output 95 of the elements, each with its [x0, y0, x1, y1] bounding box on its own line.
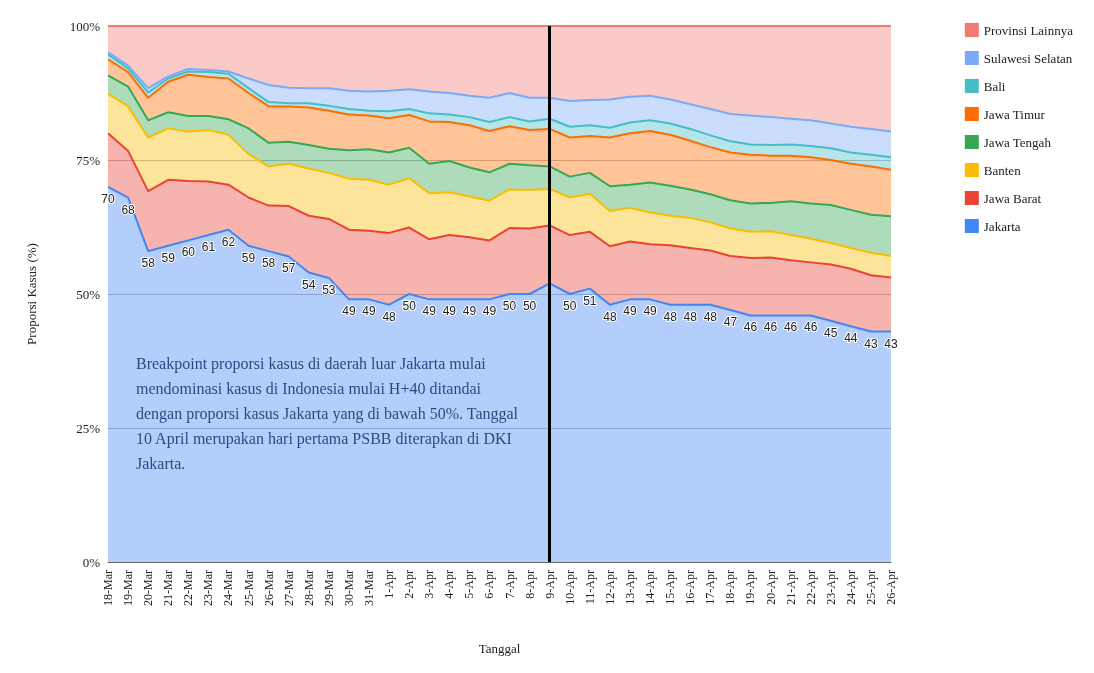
x-tick-label: 14-Apr	[643, 570, 658, 605]
y-tick-label: 25%	[76, 420, 101, 436]
legend-label: Jawa Timur	[983, 106, 1046, 122]
x-tick-label: 19-Apr	[743, 570, 758, 605]
data-label: 59	[241, 250, 256, 265]
x-tick-label: 4-Apr	[442, 570, 457, 599]
x-tick-label: 24-Mar	[221, 570, 236, 606]
data-label: 49	[342, 304, 356, 319]
legend-label: Jawa Barat	[983, 190, 1042, 206]
x-tick-label: 10-Apr	[562, 570, 577, 605]
data-label: 54	[302, 277, 316, 292]
data-label: 48	[683, 309, 698, 324]
x-tick-label: 3-Apr	[422, 570, 437, 599]
x-tick-label: 18-Mar	[101, 570, 115, 606]
x-tick-label: 22-Mar	[181, 570, 196, 606]
data-label: 49	[623, 304, 637, 319]
data-label: 70	[101, 191, 115, 206]
data-label: 49	[362, 304, 376, 319]
legend-label: Sulawesi Selatan	[983, 50, 1073, 66]
x-tick-label: 7-Apr	[502, 570, 517, 599]
x-tick-label: 30-Mar	[341, 570, 356, 606]
data-label: 50	[502, 299, 517, 313]
data-label: 50	[563, 299, 577, 313]
data-label: 49	[442, 304, 457, 319]
x-tick-label: 27-Mar	[281, 570, 296, 606]
legend-label: Banten	[983, 162, 1022, 178]
x-axis-title: Tanggal	[478, 641, 521, 656]
data-label: 48	[703, 309, 718, 324]
x-tick-label: 2-Apr	[402, 570, 417, 599]
data-label: 48	[382, 309, 397, 324]
data-label: 44	[844, 331, 858, 346]
x-tick-label: 13-Apr	[623, 570, 637, 605]
x-tick-label: 25-Mar	[241, 570, 256, 606]
x-tick-label: 9-Apr	[542, 570, 557, 599]
data-label: 48	[663, 309, 678, 324]
y-tick-label: 100%	[69, 18, 101, 34]
data-label: 53	[322, 282, 336, 297]
data-label: 46	[804, 320, 818, 335]
x-tick-label: 20-Apr	[763, 570, 778, 605]
data-label: 49	[643, 304, 658, 319]
y-tick-label: 0%	[82, 554, 101, 570]
data-label: 46	[743, 320, 758, 335]
x-tick-label: 28-Mar	[301, 570, 316, 606]
x-tick-label: 12-Apr	[602, 570, 617, 605]
x-tick-label: 25-Apr	[863, 570, 878, 605]
x-tick-label: 29-Mar	[321, 570, 336, 606]
data-label: 59	[161, 250, 176, 265]
x-tick-label: 24-Apr	[843, 570, 858, 605]
data-label: 49	[482, 304, 497, 319]
x-tick-label: 22-Apr	[803, 570, 818, 605]
x-tick-label: 15-Apr	[663, 570, 678, 605]
x-tick-label: 5-Apr	[462, 570, 477, 599]
data-label: 58	[261, 256, 276, 271]
x-tick-label: 20-Mar	[141, 570, 156, 606]
data-label: 46	[783, 320, 798, 335]
x-tick-label: 21-Apr	[783, 570, 798, 605]
y-tick-label: 75%	[76, 152, 101, 168]
legend-label: Jakarta	[983, 218, 1021, 234]
legend-label: Bali	[983, 78, 1006, 94]
x-tick-label: 17-Apr	[703, 570, 718, 605]
data-label: 58	[141, 256, 156, 271]
x-tick-label: 19-Mar	[121, 570, 136, 606]
data-label: 43	[884, 336, 898, 351]
x-tick-label: 21-Mar	[161, 570, 176, 606]
x-tick-label: 23-Mar	[201, 570, 216, 606]
data-label: 49	[422, 304, 437, 319]
x-tick-label: 23-Apr	[823, 570, 838, 605]
x-tick-label: 8-Apr	[522, 570, 537, 599]
data-label: 43	[864, 336, 878, 351]
x-tick-label: 18-Apr	[723, 570, 738, 605]
x-tick-label: 31-Mar	[362, 570, 376, 606]
x-tick-label: 6-Apr	[482, 570, 497, 599]
data-label: 50	[522, 299, 537, 313]
legend-label: Jawa Tengah	[983, 134, 1052, 150]
data-label: 47	[723, 315, 738, 330]
annotation: Breakpoint proporsi kasus di daerah luar Jakarta mulai mendominasi kasus di Indonesia mulai H+40 ditandai dengan proporsi kasus Jakarta yang di bawah 50%. Tanggal 10 April merupakan hari pertama PSBB diterapkan di DKI Jakarta.	[136, 355, 523, 472]
data-label: 51	[583, 293, 597, 308]
data-label: 45	[824, 325, 838, 340]
data-label: 61	[201, 240, 216, 255]
y-axis-title: Proporsi Kasus (%)	[24, 243, 39, 345]
x-tick-label: 1-Apr	[382, 570, 397, 599]
data-label: 48	[603, 309, 617, 324]
data-label: 68	[121, 202, 136, 217]
x-tick-label: 26-Mar	[261, 570, 276, 606]
data-label: 50	[402, 299, 417, 313]
x-tick-label: 16-Apr	[683, 570, 698, 605]
data-label: 60	[181, 245, 196, 260]
data-label: 49	[462, 304, 477, 319]
y-tick-label: 50%	[76, 286, 101, 302]
data-label: 62	[221, 234, 236, 249]
x-tick-label: 26-Apr	[884, 570, 898, 605]
data-label: 57	[282, 261, 296, 276]
data-label: 46	[763, 320, 778, 335]
legend-label: Provinsi Lainnya	[983, 22, 1074, 38]
x-tick-label: 11-Apr	[582, 570, 597, 605]
